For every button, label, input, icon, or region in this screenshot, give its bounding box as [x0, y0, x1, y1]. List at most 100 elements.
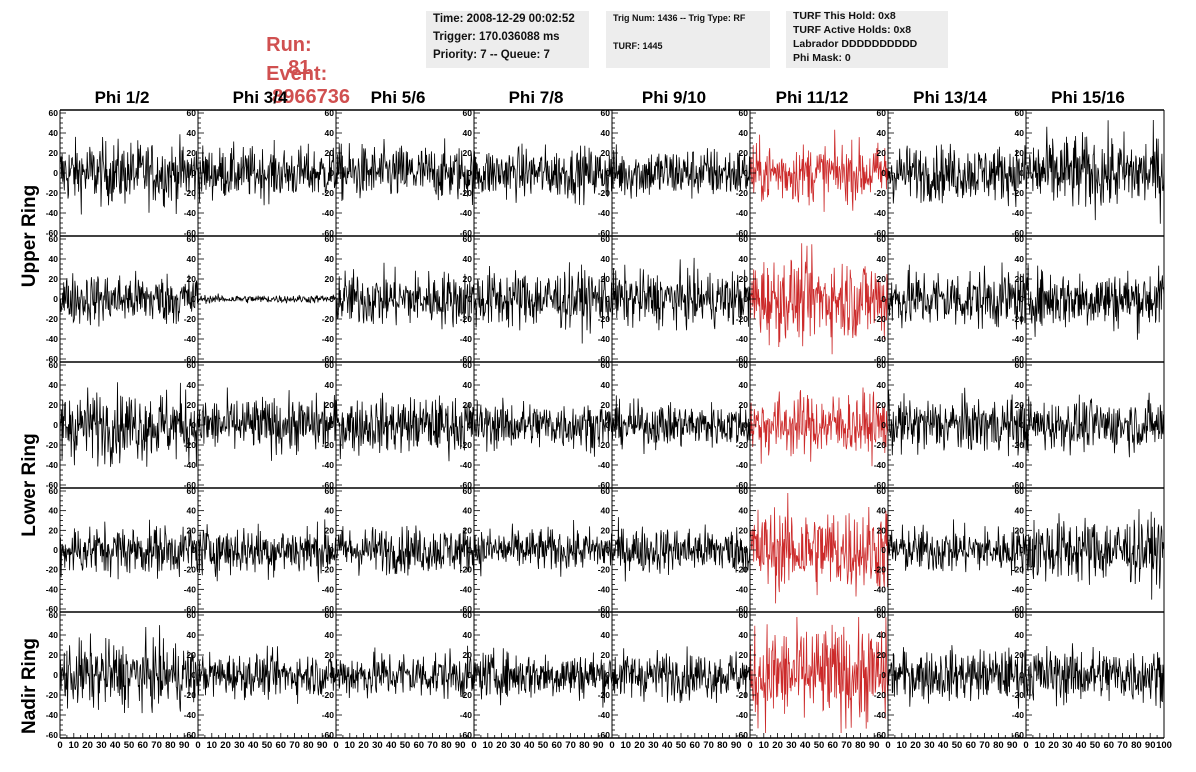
x-tick-label: 0 — [747, 740, 752, 751]
panel-0-1: 60 40 20 0 -20 -40 -60 — [184, 108, 337, 238]
y-tick-label: 20 — [1015, 148, 1025, 158]
x-tick-label: 0 — [195, 740, 200, 751]
y-tick-label: -40 — [322, 208, 335, 218]
y-tick-label: 40 — [1015, 380, 1025, 390]
panel-2-3: 60 40 20 0 -20 -40 -60 — [460, 360, 613, 490]
y-tick-label: 60 — [325, 360, 335, 370]
y-tick-label: -60 — [46, 228, 59, 238]
x-tick-label: 90 — [593, 740, 604, 751]
y-tick-label: 60 — [877, 108, 887, 118]
y-tick-label: 0 — [1019, 294, 1024, 304]
x-tick-label: 70 — [703, 740, 714, 751]
panel-4-1: 60 40 20 0 -20 -40 -60 — [184, 610, 337, 740]
y-tick-label: 60 — [49, 610, 59, 620]
y-tick-label: 0 — [881, 168, 886, 178]
panel-1-6: 60 40 20 0 -20 -40 -60 — [874, 234, 1027, 364]
y-tick-label: -20 — [598, 690, 611, 700]
y-tick-label: 20 — [601, 525, 611, 535]
x-tick-label: 80 — [717, 740, 728, 751]
y-tick-label: 40 — [325, 254, 335, 264]
y-tick-label: 0 — [191, 670, 196, 680]
x-tick-label: 20 — [82, 740, 93, 751]
col-header-phi-7-8: Phi 7/8 — [508, 88, 564, 107]
y-tick-label: -40 — [874, 460, 887, 470]
y-tick-label: 60 — [187, 486, 197, 496]
y-tick-label: -60 — [322, 228, 335, 238]
y-tick-label: 40 — [325, 506, 335, 516]
x-tick-label: 0 — [57, 740, 62, 751]
y-tick-label: -60 — [736, 480, 749, 490]
y-tick-label: -40 — [322, 460, 335, 470]
y-tick-label: 20 — [739, 274, 749, 284]
x-tick-label: 0 — [885, 740, 890, 751]
y-tick-label: -60 — [184, 354, 197, 364]
y-tick-label: 0 — [53, 670, 58, 680]
y-tick-label: 40 — [739, 254, 749, 264]
waveform-trace-3-3 — [473, 519, 613, 577]
y-tick-label: 60 — [49, 108, 59, 118]
x-tick-label: 50 — [814, 740, 825, 751]
panel-4-6: 60 40 20 0 -20 -40 -60 — [874, 610, 1027, 740]
y-tick-label: 60 — [463, 486, 473, 496]
x-tick-label: 90 — [1007, 740, 1018, 751]
y-tick-label: -20 — [46, 440, 59, 450]
y-tick-label: 60 — [739, 360, 749, 370]
y-tick-label: -60 — [736, 604, 749, 614]
y-tick-label: 60 — [187, 108, 197, 118]
y-tick-label: 60 — [463, 234, 473, 244]
waveform-trace-2-2 — [335, 392, 475, 462]
y-tick-label: -60 — [598, 354, 611, 364]
x-tick-label: 0 — [471, 740, 476, 751]
waveform-trace-1-3 — [473, 262, 613, 344]
panel-0-4: 60 40 20 0 -20 -40 -60 — [598, 108, 751, 238]
waveform-trace-1-4 — [611, 257, 751, 331]
y-tick-label: 0 — [53, 294, 58, 304]
waveform-trace-3-0 — [59, 519, 199, 580]
y-tick-label: 60 — [1015, 360, 1025, 370]
y-tick-label: 0 — [605, 168, 610, 178]
panel-2-1: 60 40 20 0 -20 -40 -60 — [184, 360, 337, 490]
y-tick-label: 60 — [601, 234, 611, 244]
y-tick-label: 60 — [877, 486, 887, 496]
y-tick-label: 0 — [881, 545, 886, 555]
waveform-trace-3-7 — [1025, 509, 1165, 600]
x-tick-label: 20 — [910, 740, 921, 751]
y-tick-label: 0 — [743, 670, 748, 680]
waveform-trace-0-5 — [749, 129, 889, 212]
y-tick-label: -20 — [736, 188, 749, 198]
y-tick-label: 40 — [877, 506, 887, 516]
col-header-phi-15-16: Phi 15/16 — [1051, 88, 1125, 107]
panel-3-0: 60 40 20 0 -20 -40 -60 — [46, 486, 199, 614]
waveform-trace-0-2 — [335, 138, 475, 206]
y-tick-label: 40 — [739, 380, 749, 390]
x-tick-label: 50 — [538, 740, 549, 751]
y-tick-label: -40 — [322, 710, 335, 720]
waveform-trace-3-4 — [611, 517, 751, 582]
y-tick-label: -20 — [736, 565, 749, 575]
y-tick-label: 0 — [605, 670, 610, 680]
panel-0-3: 60 40 20 0 -20 -40 -60 — [460, 108, 613, 238]
y-tick-label: -20 — [460, 565, 473, 575]
y-tick-label: 20 — [877, 274, 887, 284]
x-tick-label: 20 — [220, 740, 231, 751]
y-tick-label: -20 — [598, 565, 611, 575]
y-tick-label: 20 — [739, 525, 749, 535]
y-tick-label: -20 — [874, 440, 887, 450]
y-tick-label: 0 — [329, 420, 334, 430]
y-tick-label: -40 — [736, 584, 749, 594]
panel-1-4: 60 40 20 0 -20 -40 -60 — [598, 234, 751, 364]
waveform-trace-4-6 — [887, 645, 1027, 709]
waveform-trace-1-0 — [59, 270, 199, 327]
x-tick-label: 50 — [1090, 740, 1101, 751]
y-tick-label: -40 — [736, 460, 749, 470]
y-tick-label: 40 — [187, 128, 197, 138]
y-tick-label: 60 — [1015, 234, 1025, 244]
y-tick-label: 40 — [601, 506, 611, 516]
x-tick-label: 70 — [841, 740, 852, 751]
y-tick-label: -20 — [598, 314, 611, 324]
y-tick-label: -60 — [322, 354, 335, 364]
panel-1-0: 60 40 20 0 -20 -40 -60 — [46, 234, 199, 364]
x-tick-label: 40 — [1076, 740, 1087, 751]
y-tick-label: -20 — [46, 188, 59, 198]
y-tick-label: -60 — [322, 730, 335, 740]
